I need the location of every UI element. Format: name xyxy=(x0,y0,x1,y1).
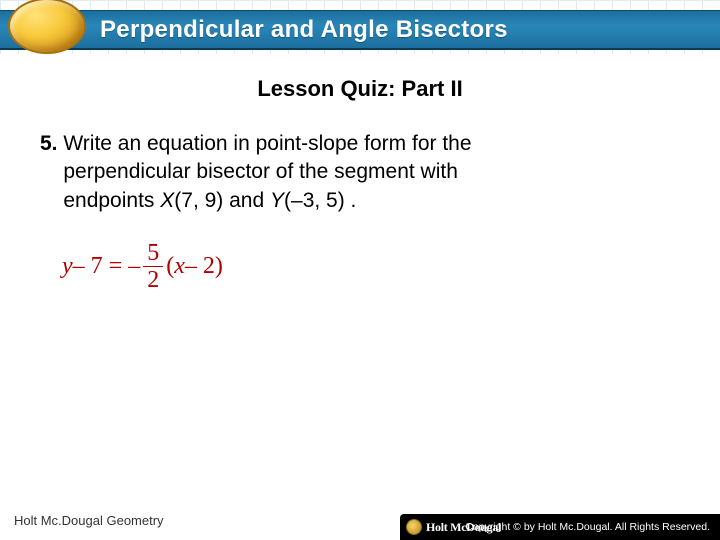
question-text: 5. Write an equation in point-slope form… xyxy=(40,130,680,215)
eq-lhs-var: y xyxy=(62,253,73,280)
question-number: 5. xyxy=(40,132,58,155)
point-x-coords: (7, 9) xyxy=(174,189,223,212)
lesson-subtitle: Lesson Quiz: Part II xyxy=(0,76,720,102)
content-area: 5. Write an equation in point-slope form… xyxy=(0,102,720,292)
publisher-logo-icon xyxy=(406,519,422,535)
footer-textbook-name: Holt Mc.Dougal Geometry xyxy=(14,513,164,528)
question-line1: Write an equation in point-slope form fo… xyxy=(63,132,471,155)
point-y-label: Y xyxy=(270,189,284,212)
publisher-logo-text: Holt McDougal xyxy=(426,520,501,535)
answer-equation: y – 7 = – 5 2 ( x – 2) xyxy=(62,241,680,292)
eq-frac-den: 2 xyxy=(143,267,163,292)
title-bar: Perpendicular and Angle Bisectors xyxy=(0,10,720,50)
chapter-badge-icon xyxy=(8,0,86,54)
footer-copyright-bar: Holt McDougal Copyright © by Holt Mc.Dou… xyxy=(400,514,720,540)
eq-lhs-op: – 7 = – xyxy=(73,253,141,280)
point-y-coords: (–3, 5) . xyxy=(284,189,356,212)
eq-rhs-rest: – 2) xyxy=(185,253,223,280)
publisher-logo: Holt McDougal xyxy=(406,519,501,535)
slide-header: Perpendicular and Angle Bisectors xyxy=(0,0,720,62)
eq-fraction: 5 2 xyxy=(143,241,163,292)
eq-rhs-var: x xyxy=(174,253,185,280)
eq-rhs-open: ( xyxy=(166,253,174,280)
chapter-title: Perpendicular and Angle Bisectors xyxy=(100,16,508,44)
question-line2: perpendicular bisector of the segment wi… xyxy=(63,160,458,183)
eq-frac-num: 5 xyxy=(143,241,163,267)
question-conj: and xyxy=(223,189,270,212)
question-line3-prefix: endpoints xyxy=(63,189,160,212)
copyright-text: Copyright © by Holt Mc.Dougal. All Right… xyxy=(465,521,710,533)
point-x-label: X xyxy=(160,189,174,212)
